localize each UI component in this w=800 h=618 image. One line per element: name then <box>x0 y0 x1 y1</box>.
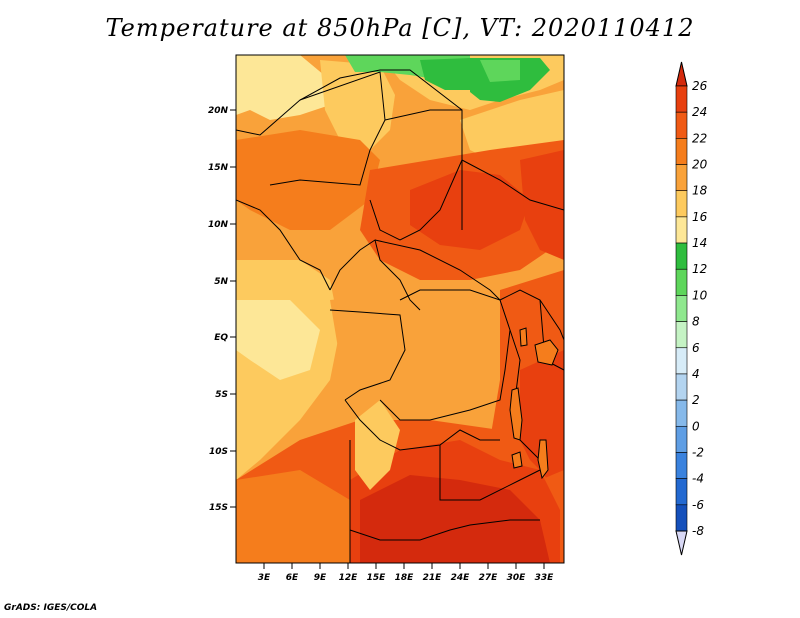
colorbar-label: 0 <box>692 419 700 433</box>
colorbar-label: 10 <box>692 288 708 302</box>
colorbar-segment <box>675 85 688 113</box>
border-car <box>374 239 501 301</box>
field-sahel-west <box>236 130 380 230</box>
lon-label-3e: 3E <box>258 573 271 583</box>
credit-text: GrADS: IGES/COLA <box>4 603 98 613</box>
lon-label-24e: 24E <box>451 573 471 583</box>
colorbar-label: -8 <box>692 524 704 538</box>
field-gulf-cool <box>236 300 320 380</box>
lat-label-15s: 15S <box>209 503 228 513</box>
colorbar-segment <box>675 216 688 244</box>
lat-label-20n: 20N <box>208 106 229 116</box>
colorbar-label: 12 <box>692 262 707 276</box>
colorbar-segment <box>675 504 688 532</box>
border-chad <box>369 109 463 241</box>
border-cameroon <box>329 239 421 311</box>
border-angola <box>344 399 500 451</box>
colorbar-segment <box>675 347 688 375</box>
field-south-hottest <box>360 475 550 563</box>
colorbar-label: 6 <box>692 341 700 355</box>
border-congo <box>379 289 511 421</box>
lat-label-5n: 5N <box>214 277 228 287</box>
lon-label-18e: 18E <box>395 573 415 583</box>
colorbar-segment <box>675 268 688 296</box>
border-niger <box>269 71 386 186</box>
lon-label-30e: 30E <box>507 573 527 583</box>
colorbar-label: 14 <box>692 236 707 250</box>
colorbar-label: -4 <box>692 472 704 486</box>
colorbar-top-cap <box>675 61 688 87</box>
lat-label-10n: 10N <box>208 220 229 230</box>
lat-label-5s: 5S <box>215 390 228 400</box>
field-ne-hot <box>520 150 564 260</box>
lake-mweru <box>511 451 523 469</box>
colorbar-segment <box>675 373 688 401</box>
field-angola-cool <box>355 400 400 490</box>
lon-label-21e: 21E <box>423 573 443 583</box>
colorbar-label: 4 <box>692 367 700 381</box>
colorbar-segment <box>675 164 688 192</box>
field-congo <box>330 290 500 420</box>
colorbar-bottom-cap <box>675 530 688 556</box>
field-green-4 <box>480 60 520 82</box>
colorbar-segment <box>675 190 688 218</box>
colorbar-label: -2 <box>692 445 704 459</box>
border-west-coast <box>236 199 331 291</box>
lon-label-6e: 6E <box>286 573 299 583</box>
colorbar-label: 24 <box>692 105 707 119</box>
lat-ticks <box>230 109 236 508</box>
colorbar-segment <box>675 111 688 139</box>
colorbar-segment <box>675 452 688 479</box>
colorbar-segment <box>675 399 688 427</box>
colorbar-segment <box>675 242 688 270</box>
field-plateau-ne <box>460 90 564 160</box>
lake-malawi <box>537 439 549 480</box>
colorbar-segment <box>675 295 688 322</box>
lakes <box>509 327 559 480</box>
map-frame <box>235 54 565 564</box>
lon-label-9e: 9E <box>314 573 327 583</box>
country-borders <box>236 69 564 563</box>
field-green-2 <box>420 58 470 90</box>
colorbar-segment <box>675 138 688 165</box>
field-southwest <box>236 470 350 563</box>
lat-label-10s: 10S <box>209 447 228 457</box>
border-sudan <box>461 159 564 211</box>
field-sahel-hot <box>410 170 530 250</box>
temperature-field <box>236 55 564 563</box>
border-zambia <box>439 445 541 501</box>
colorbar-segment <box>675 478 688 506</box>
colorbar-label: 2 <box>692 393 700 407</box>
lon-ticks <box>263 563 545 569</box>
lake-victoria <box>534 339 559 366</box>
colorbar-label: -6 <box>692 498 704 512</box>
colorbar-label: 8 <box>692 315 700 329</box>
border-south <box>349 519 540 541</box>
field-north-coolest <box>236 55 330 120</box>
colorbar-label: 16 <box>692 210 708 224</box>
field-plateau-nw <box>320 60 395 150</box>
colorbar-segment <box>675 425 688 453</box>
chart-title: Temperature at 850hPa [C], VT: 202011041… <box>105 14 695 42</box>
lon-label-27e: 27E <box>479 573 499 583</box>
colorbar-label: 18 <box>692 184 708 198</box>
lon-label-33e: 33E <box>535 573 555 583</box>
colorbar-label: 26 <box>692 79 708 93</box>
colorbar-label: 22 <box>692 131 707 145</box>
lat-label-eq: EQ <box>214 333 228 343</box>
border-gabon <box>329 309 406 401</box>
field-east-hot <box>520 350 564 480</box>
border-sahara <box>236 69 463 230</box>
colorbar-segment <box>675 321 688 349</box>
lon-label-15e: 15E <box>367 573 387 583</box>
lat-label-15n: 15N <box>208 163 229 173</box>
colorbar-label: 20 <box>692 158 708 172</box>
lake-albert <box>519 327 528 347</box>
lake-tanganyika <box>509 387 523 441</box>
lon-label-12e: 12E <box>339 573 359 583</box>
